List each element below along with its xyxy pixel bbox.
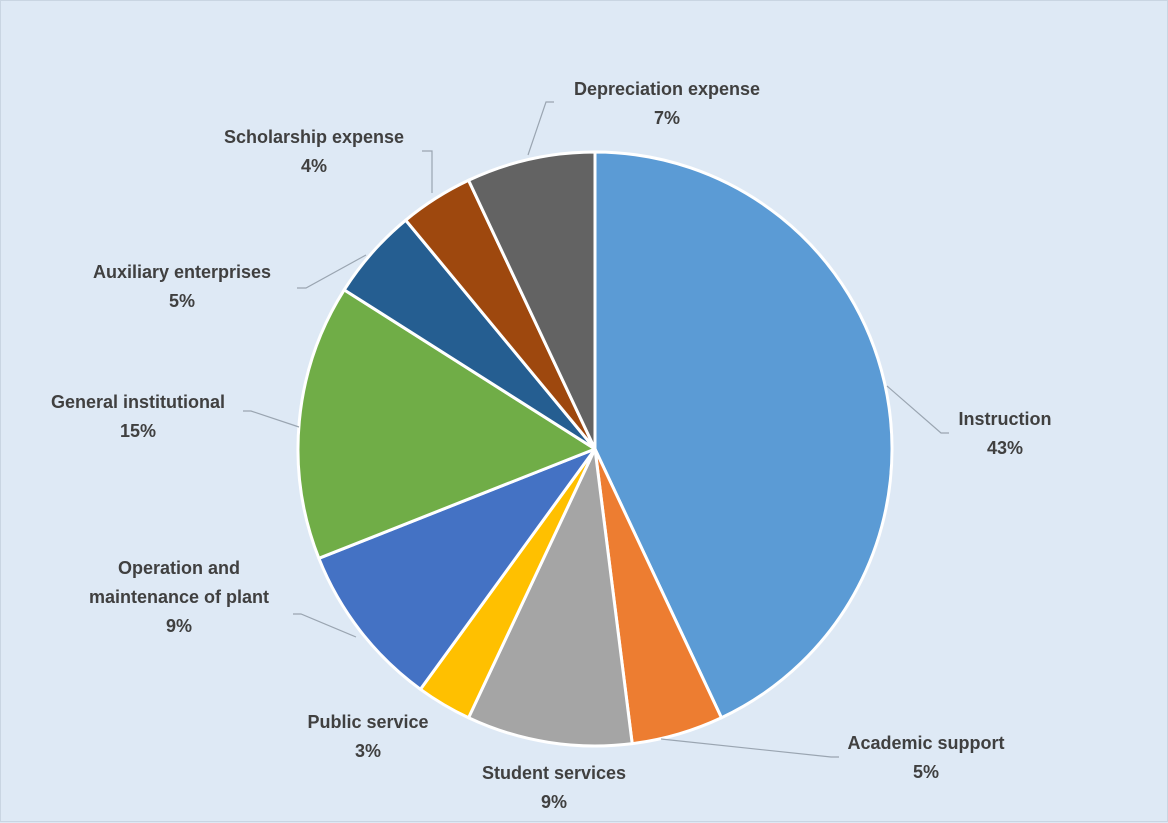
- pie-slice-4: [317, 447, 597, 691]
- slice-label-5: General institutional: [51, 392, 225, 412]
- slice-percent-1: 5%: [913, 762, 939, 782]
- slice-label-3: Public service: [307, 712, 428, 732]
- slice-label-6: Auxiliary enterprises: [93, 262, 271, 282]
- slice-label-0: Instruction: [959, 409, 1052, 429]
- slice-label-7: Scholarship expense: [224, 127, 404, 147]
- slice-percent-8: 7%: [654, 108, 680, 128]
- leader-line-8: [527, 101, 554, 156]
- leader-line-0: [886, 385, 949, 434]
- slice-label-1: Academic support: [847, 733, 1004, 753]
- slice-label-8: Depreciation expense: [574, 79, 760, 99]
- leader-line-6: [297, 254, 367, 289]
- leader-line-7: [422, 150, 433, 193]
- slice-percent-7: 4%: [301, 156, 327, 176]
- pie-slice-0: [593, 150, 894, 720]
- pie-slice-5: [296, 288, 597, 560]
- leader-line-1: [660, 738, 839, 758]
- leader-line-4: [293, 613, 357, 638]
- slice-percent-3: 3%: [355, 741, 381, 761]
- slice-percent-4: 9%: [166, 616, 192, 636]
- slice-percent-0: 43%: [987, 438, 1023, 458]
- leader-line-5: [243, 410, 300, 428]
- slice-label-2: Student services: [482, 763, 626, 783]
- slice-label-4-line0: Operation and: [118, 558, 240, 578]
- slice-label-4-line1: maintenance of plant: [89, 587, 269, 607]
- slice-percent-5: 15%: [120, 421, 156, 441]
- slice-percent-6: 5%: [169, 291, 195, 311]
- data-labels: Instruction 43% Academic support 5% Student …: [51, 79, 1052, 812]
- leader-lines: [243, 101, 949, 758]
- slice-percent-2: 9%: [541, 792, 567, 812]
- pie-slices: [296, 150, 894, 748]
- pie-slice-8: [467, 150, 597, 451]
- pie-slice-2: [467, 447, 634, 748]
